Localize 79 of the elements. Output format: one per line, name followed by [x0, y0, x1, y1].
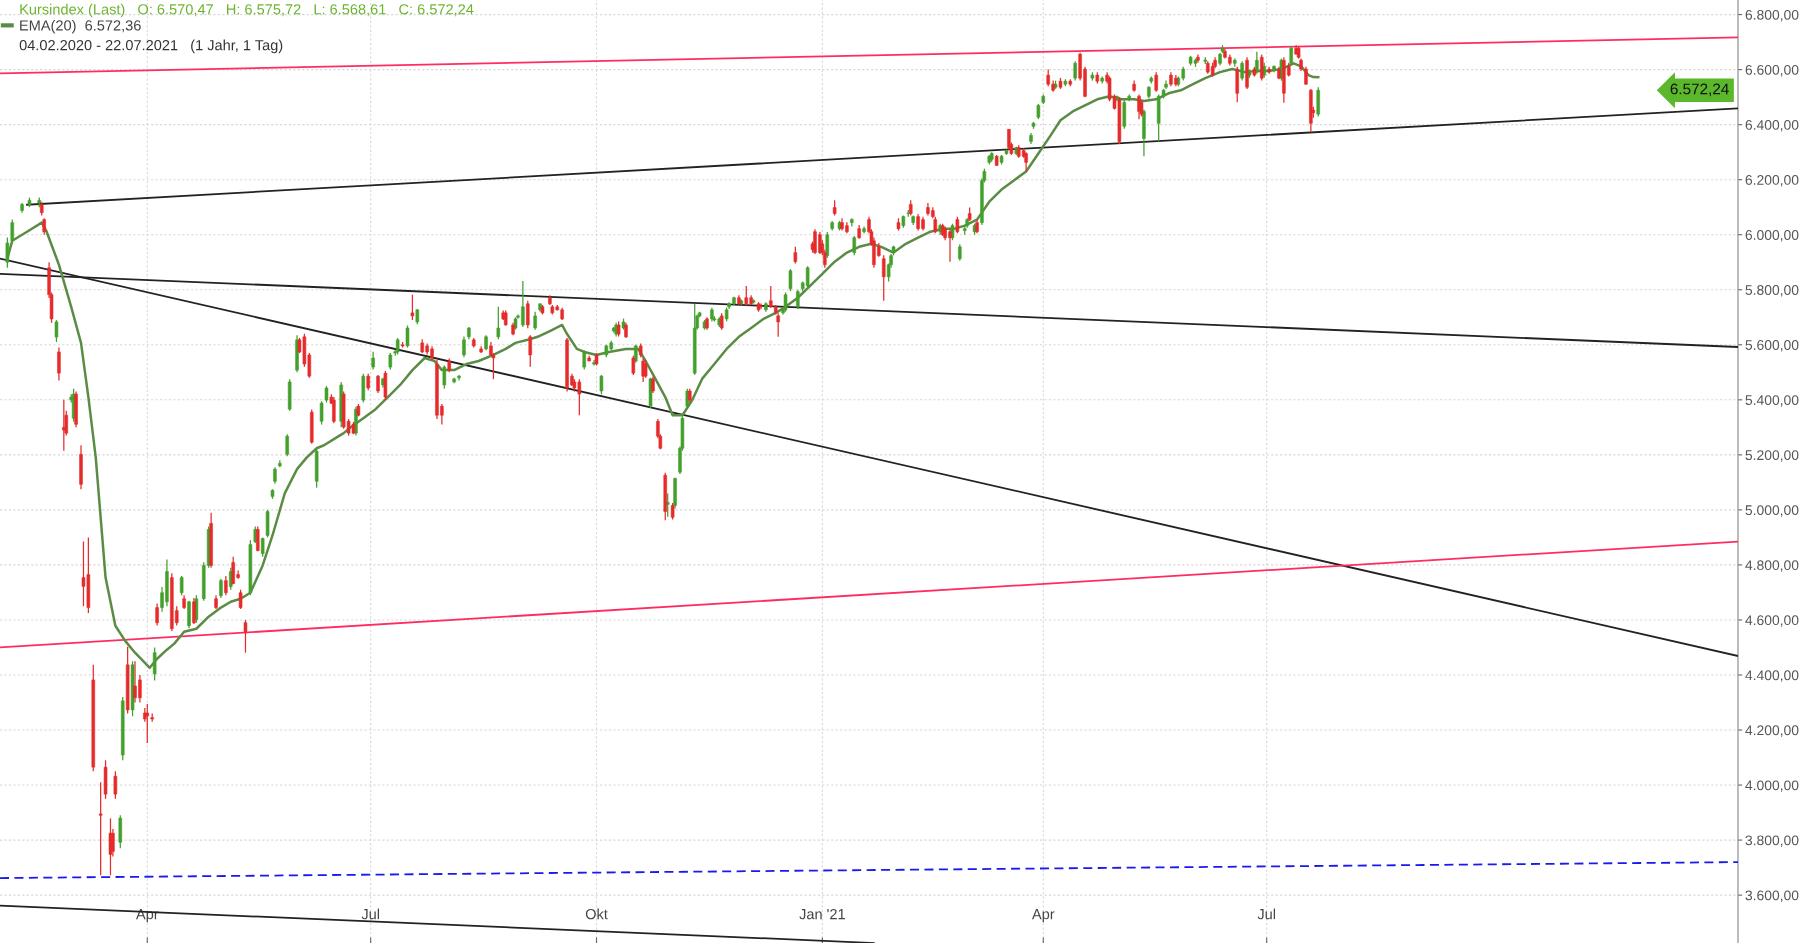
candlestick — [852, 235, 857, 256]
candlestick — [1122, 99, 1127, 130]
candlestick — [528, 334, 532, 368]
candlestick — [462, 335, 466, 358]
candlestick — [361, 373, 366, 404]
candlestick — [881, 254, 886, 302]
y-tick-label: 6.000,00 — [1745, 230, 1799, 242]
candlestick — [57, 346, 61, 382]
candlestick — [496, 306, 501, 340]
candlestick — [187, 600, 191, 629]
y-tick-label: 4.200,00 — [1745, 725, 1799, 737]
y-tick-label: 4.000,00 — [1745, 780, 1799, 792]
candlestick — [788, 268, 793, 292]
candlestick — [265, 509, 270, 539]
candlestick — [582, 349, 586, 371]
candlestick — [108, 817, 113, 876]
candlestick — [1289, 45, 1293, 67]
candlestick — [10, 218, 15, 245]
y-tick-label: 6.200,00 — [1745, 175, 1799, 187]
y-tick-label: 3.600,00 — [1745, 890, 1799, 902]
candlestick — [1073, 60, 1077, 82]
y-tick-label: 5.600,00 — [1745, 340, 1799, 352]
candlestick — [783, 291, 788, 313]
x-tick-label: Jul — [361, 908, 380, 920]
y-tick-label: 5.400,00 — [1745, 395, 1799, 407]
y-tick-label: 6.400,00 — [1745, 119, 1799, 132]
candlestick — [113, 770, 118, 800]
chart-title: Kursindex (Last) O: 6.570,47 H: 6.575,72 L: 6.568,61 C: 6.572,24 — [20, 3, 474, 18]
candlestick — [194, 594, 199, 624]
y-tick-label: 4.400,00 — [1745, 670, 1799, 682]
candlestick — [410, 294, 415, 321]
y-tick-label: 6.800,00 — [1745, 9, 1799, 22]
candlestick — [1007, 128, 1011, 151]
x-tick-label: Jul — [1257, 908, 1276, 920]
candlestick — [405, 324, 410, 349]
candlestick — [1240, 60, 1244, 82]
candlestick — [526, 300, 530, 329]
candlestick — [285, 433, 289, 457]
x-tick-label: Okt — [585, 908, 608, 920]
candlestick — [219, 578, 223, 599]
candlestick — [805, 265, 810, 290]
candlestick — [599, 374, 604, 395]
candlestick — [631, 355, 636, 376]
candlestick — [54, 319, 59, 343]
candlestick — [260, 536, 265, 558]
candlestick — [457, 374, 461, 382]
candlestick — [192, 597, 196, 625]
candlestick — [1255, 51, 1259, 75]
candlestick — [319, 400, 324, 426]
candlestick — [332, 396, 336, 424]
candlestick — [179, 575, 184, 596]
candlestick — [1154, 71, 1158, 93]
annotation: 6.572,24 — [1670, 83, 1729, 97]
candlestick — [665, 492, 670, 518]
y-tick-label: 5.000,00 — [1745, 505, 1799, 517]
candlestick — [825, 231, 830, 259]
candlestick — [442, 364, 447, 390]
legend-label: EMA(20) 6.572,36 — [20, 19, 141, 34]
y-tick-label: 4.600,00 — [1745, 615, 1799, 627]
y-tick-label: 6.600,00 — [1745, 64, 1799, 77]
x-tick-label: Jan '21 — [799, 908, 845, 920]
candlestick — [81, 540, 86, 607]
candlestick — [152, 646, 157, 682]
candlestick — [744, 285, 749, 307]
annotation: 04.02.2020 - 22.07.2021 (1 Jahr, 1 Tag) — [19, 39, 283, 54]
y-tick-label: 5.200,00 — [1745, 450, 1799, 462]
y-tick-label: 4.800,00 — [1745, 560, 1799, 572]
candlestick — [796, 289, 800, 310]
candlestick — [224, 575, 228, 596]
candlestick — [98, 781, 103, 876]
candlestick — [155, 602, 159, 627]
y-tick-label: 3.800,00 — [1745, 835, 1799, 847]
candlestick — [5, 236, 10, 269]
candlestick — [1024, 151, 1028, 173]
candlestick — [243, 619, 248, 654]
candlestick — [1316, 86, 1320, 118]
y-tick-label: 5.800,00 — [1745, 285, 1799, 297]
x-tick-label: Apr — [1031, 909, 1055, 923]
candlestick — [238, 589, 243, 610]
